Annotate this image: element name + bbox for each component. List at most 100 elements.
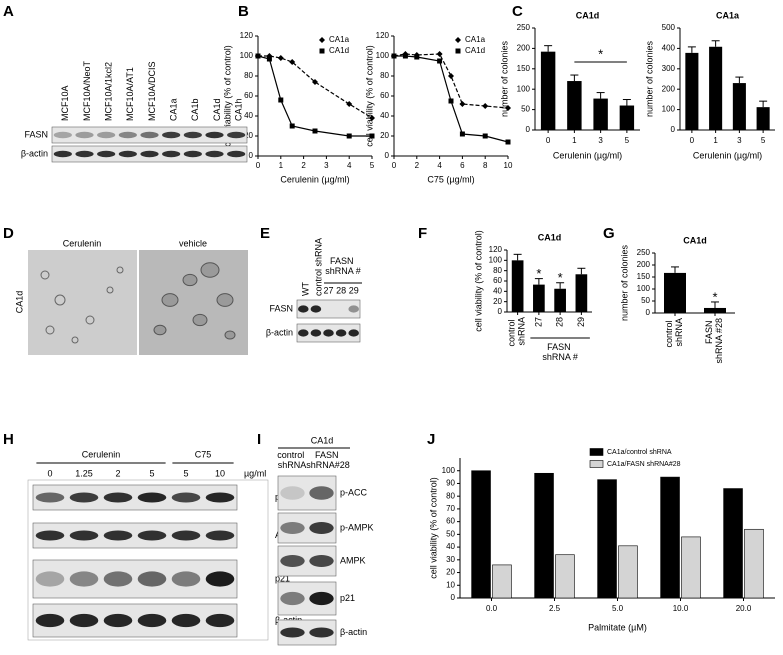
x-axis-label: C75 (µg/ml)	[427, 174, 474, 184]
y-tick-label: 0	[498, 307, 503, 316]
bar	[660, 476, 680, 599]
bar	[555, 554, 575, 599]
lane-label: CA1d	[212, 98, 222, 121]
group-label: FASN shRNA #	[542, 342, 578, 362]
bar	[732, 83, 746, 130]
band	[309, 591, 334, 606]
point	[369, 115, 375, 121]
x-tick-label: 28	[555, 317, 565, 327]
panel-letter: G	[603, 225, 615, 242]
point	[346, 133, 352, 139]
band	[103, 613, 133, 628]
cell-colony	[40, 270, 50, 280]
x-tick-label: 0	[546, 136, 551, 145]
bar	[534, 472, 554, 599]
x-tick-label: 2	[301, 161, 306, 170]
band	[309, 555, 334, 567]
legend-label: CA1a/FASN shRNA#28	[607, 461, 681, 468]
cell-colony	[200, 262, 220, 278]
bar	[619, 105, 635, 130]
group-label: FASN shRNA #	[325, 256, 361, 276]
bar	[567, 81, 582, 130]
x-tick-label: 1	[572, 136, 577, 145]
point	[255, 53, 261, 59]
y-tick-label: 0	[385, 151, 390, 160]
cell-colony	[85, 315, 95, 325]
legend-marker	[319, 37, 325, 43]
x-tick-label: 4	[437, 161, 442, 170]
row-label: FASN	[24, 129, 48, 139]
x-axis-label: Cerulenin (µg/ml)	[553, 150, 622, 160]
bar	[744, 528, 764, 599]
y-tick-label: 120	[240, 31, 254, 40]
x-tick-label: FASN shRNA #28	[704, 318, 724, 364]
point	[459, 131, 465, 137]
cell-colony	[182, 273, 198, 287]
cell-colony	[54, 294, 66, 306]
band	[69, 571, 99, 587]
y-tick-label: 80	[493, 266, 502, 275]
condition-label: vehicle	[179, 238, 207, 248]
bar	[681, 536, 701, 599]
band	[35, 530, 65, 541]
panel-letter: C	[512, 3, 523, 20]
row-label: p-ACC	[340, 487, 368, 497]
x-tick-label: 5	[625, 136, 630, 145]
y-tick-label: 100	[489, 255, 503, 264]
band	[205, 150, 224, 158]
row-label: β-actin	[340, 627, 367, 637]
bar	[618, 545, 638, 599]
band	[118, 131, 137, 139]
x-tick-label: 6	[460, 161, 465, 170]
legend-swatch	[589, 460, 604, 468]
band	[137, 530, 167, 541]
panel-letter: B	[238, 3, 249, 20]
band	[103, 530, 133, 541]
band	[162, 131, 181, 139]
y-tick-label: 0	[526, 125, 531, 134]
x-tick-label: 3	[737, 136, 742, 145]
x-tick-label: 5.0	[612, 604, 624, 613]
band	[140, 150, 159, 158]
band	[310, 329, 322, 337]
bar	[756, 107, 770, 130]
x-tick-label: 0	[690, 136, 695, 145]
bar	[533, 284, 545, 312]
point	[312, 128, 318, 134]
lane-label: MCF10A/AT1	[125, 67, 135, 121]
cell-colony	[71, 336, 79, 344]
blot-strip	[32, 603, 238, 638]
x-tick-label: 20.0	[736, 604, 752, 613]
band	[205, 530, 235, 541]
y-axis-label: cell viability (% of control)	[428, 477, 438, 579]
y-axis-label: number of colonies	[644, 40, 654, 117]
band	[205, 492, 235, 503]
point	[437, 58, 443, 64]
x-tick-label: 1	[279, 161, 284, 170]
lane-label: MCF10A/DCIS	[147, 61, 157, 121]
x-axis-label: Palmitate (µM)	[588, 622, 647, 632]
y-tick-label: 250	[517, 23, 531, 32]
cell-line-label: CA1d	[14, 291, 24, 314]
row-label: p-AMPK	[340, 522, 374, 532]
row-label: p21	[275, 573, 290, 583]
band	[280, 627, 305, 638]
band	[162, 150, 181, 158]
y-tick-label: 400	[662, 44, 676, 53]
band	[171, 571, 201, 587]
lane-label: FASN shRNA#28	[306, 450, 350, 470]
band	[97, 131, 116, 139]
annotation: *	[558, 270, 563, 285]
band	[137, 571, 167, 587]
lane-label: 27	[323, 285, 333, 295]
panel-letter: I	[257, 431, 261, 448]
x-tick-label: 4	[347, 161, 352, 170]
x-tick-label: 29	[576, 317, 586, 327]
bar	[685, 52, 699, 130]
x-tick-label: 27	[533, 317, 543, 327]
point	[278, 97, 284, 103]
y-tick-label: 80	[244, 71, 253, 80]
band	[69, 613, 99, 628]
row-label: AMPK	[340, 555, 366, 565]
